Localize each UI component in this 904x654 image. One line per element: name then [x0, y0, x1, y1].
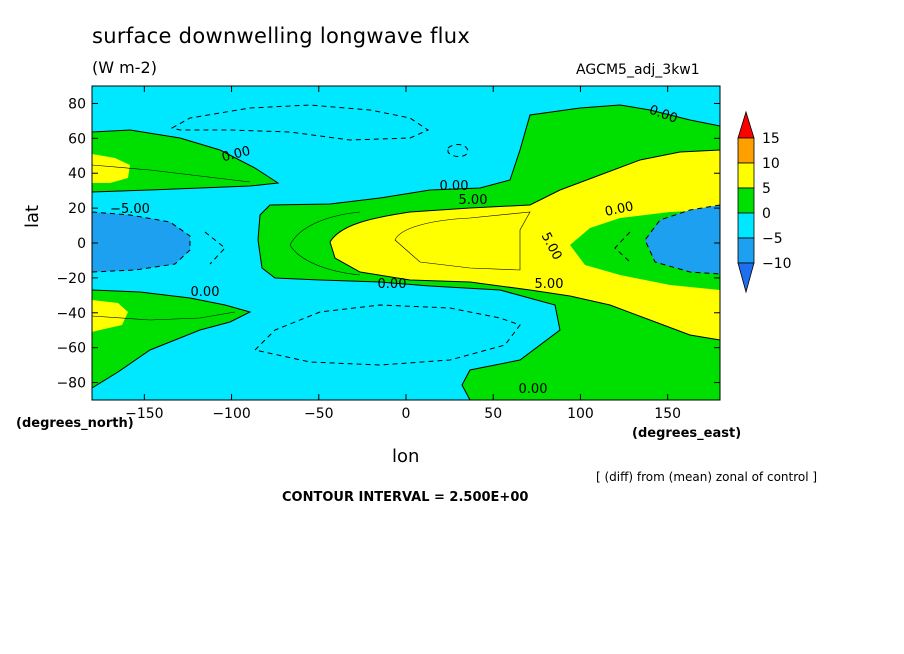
x-tick-label: 50	[484, 406, 502, 422]
colorbar-cap-bottom	[737, 262, 755, 294]
colorbar-label: 10	[762, 156, 780, 172]
x-tick-label: 0	[402, 406, 411, 422]
contour-interval: CONTOUR INTERVAL = 2.500E+00	[282, 490, 529, 505]
colorbar-label: 15	[762, 131, 780, 147]
y-tick-label: −60	[56, 341, 86, 357]
contour-label: 0.00	[191, 285, 220, 300]
x-units-label: (degrees_east)	[632, 426, 742, 441]
contour-label: 0.00	[604, 199, 635, 220]
y-tick-label: 20	[68, 201, 86, 217]
y-tick-label: −20	[56, 271, 86, 287]
y-tick-label: −80	[56, 376, 86, 392]
x-tick-label: −50	[304, 406, 334, 422]
x-tick-label: −100	[212, 406, 250, 422]
x-axis-label: lon	[392, 446, 420, 467]
contour-label: 0.00	[378, 277, 407, 292]
colorbar-label: −10	[762, 256, 792, 272]
colorbar-cap-top	[737, 110, 755, 139]
x-tick-label: 150	[654, 406, 681, 422]
region-green-sw	[92, 290, 250, 388]
colorbar-box-yellow	[737, 162, 755, 189]
colorbar-label: −5	[762, 231, 783, 247]
region-yellow-sw	[92, 300, 128, 332]
region-green-nw	[92, 130, 278, 192]
y-ticks: 80 60 40 20 0 −20 −40 −60 −80	[56, 96, 720, 392]
diff-note: [ (diff) from (mean) zonal of control ]	[596, 470, 818, 484]
colorbar-label: 5	[762, 181, 771, 197]
y-tick-label: 0	[77, 236, 86, 252]
contour-label: −5.00	[110, 202, 150, 217]
y-units-label: (degrees_north)	[16, 416, 134, 431]
contour-label: 0.00	[519, 382, 548, 397]
y-tick-label: 60	[68, 131, 86, 147]
contour-label: 0.00	[440, 179, 469, 194]
colorbar-box-blue	[737, 237, 755, 264]
experiment-label: AGCM5_adj_3kw1	[576, 62, 700, 78]
contour-label: 0.00	[220, 144, 252, 166]
contour-label: 5.00	[459, 193, 488, 208]
contour-label: 5.00	[535, 277, 564, 292]
y-tick-label: 40	[68, 166, 86, 182]
colorbar-label: 0	[762, 206, 771, 222]
x-tick-label: 100	[567, 406, 594, 422]
y-tick-label: −40	[56, 306, 86, 322]
colorbar-box-green	[737, 187, 755, 214]
colorbar-box-cyan	[737, 212, 755, 239]
chart-title: surface downwelling longwave flux	[92, 24, 471, 48]
y-tick-label: 80	[68, 96, 86, 112]
region-yellow-center	[330, 150, 720, 340]
colorbar-box-orange	[737, 137, 755, 164]
region-blue-east	[645, 205, 720, 274]
x-ticks: −150 −100 −50 0 50 100 150	[125, 86, 681, 422]
x-tick-label: −150	[125, 406, 163, 422]
colorbar	[737, 110, 755, 294]
units-label: (W m-2)	[92, 58, 157, 77]
region-yellow-nw	[92, 154, 130, 183]
region-blue-west	[92, 212, 190, 272]
colorbar-ticks: 15 10 5 0 −5 −10	[762, 131, 792, 272]
